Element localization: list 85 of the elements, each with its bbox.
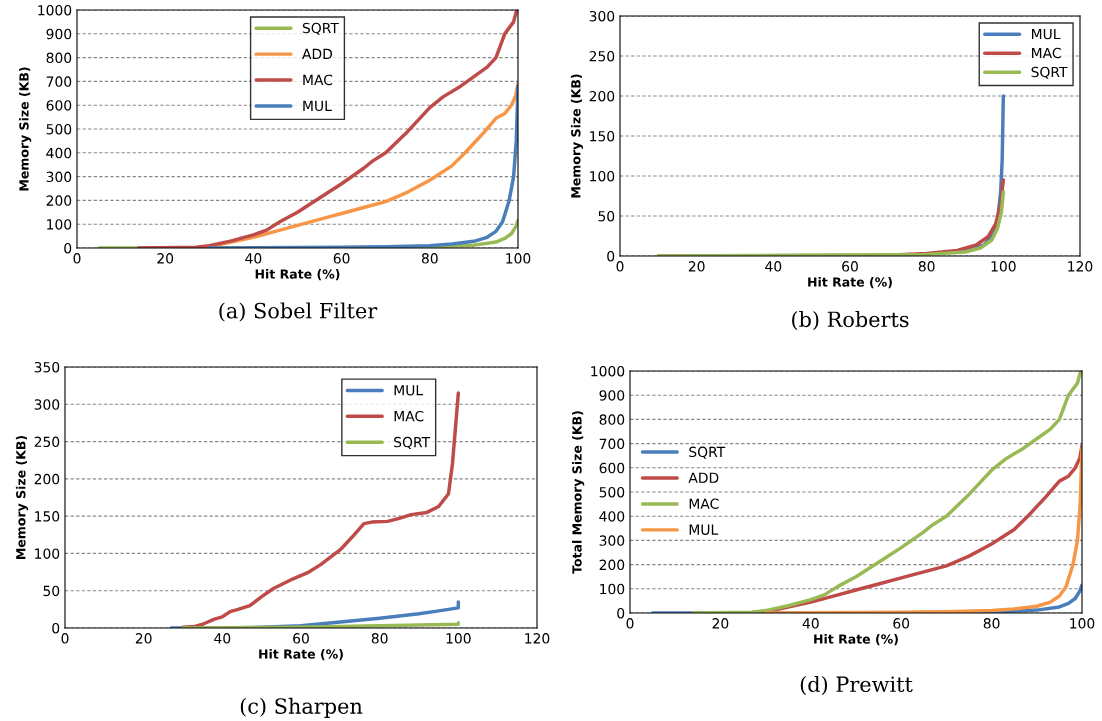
y-tick-label: 900 — [46, 28, 72, 40]
y-tick-label: 250 — [589, 50, 615, 62]
x-tick-label: 40 — [802, 618, 819, 629]
x-tick-label: 100 — [506, 253, 531, 264]
x-tick-label: 20 — [712, 618, 729, 629]
y-tick-label: 100 — [47, 219, 72, 230]
legend-label: MUL — [394, 385, 424, 396]
legend-label: MUL — [303, 100, 332, 112]
y-tick-label: 150 — [35, 511, 60, 522]
y-tick-label: 300 — [599, 535, 625, 546]
text: (a) Sobel Filter — [219, 302, 378, 322]
y-tick-label: 900 — [599, 390, 625, 401]
y-tick-label: 0 — [64, 242, 72, 254]
legend-label: ADD — [688, 472, 719, 483]
x-tick-label: 60 — [293, 633, 309, 644]
x-tick-label: 100 — [446, 633, 471, 644]
y-tick-label: 200 — [34, 473, 60, 485]
y-tick-label: 150 — [590, 130, 615, 142]
x-tick-label: 20 — [135, 633, 152, 644]
y-tick-label: 400 — [46, 147, 72, 159]
text: (c) Sharpen — [240, 697, 363, 718]
x-tick-label: 40 — [765, 261, 782, 272]
x-tick-label: 20 — [157, 253, 174, 264]
x-tick-label: 0 — [626, 618, 634, 629]
x-tick-label: 80 — [983, 618, 1000, 629]
y-axis-title: Memory Size (KB) — [15, 435, 29, 559]
legend-label: MUL — [689, 524, 719, 535]
text: (b) Roberts — [792, 311, 909, 331]
x-tick-label: 100 — [1070, 618, 1095, 629]
legend-label: ADD — [302, 48, 333, 59]
x-axis-title: Hit Rate (%) — [255, 269, 340, 281]
y-tick-label: 800 — [46, 52, 72, 64]
x-axis-title: Hit Rate (%) — [259, 649, 343, 661]
legend-label: MAC — [303, 74, 333, 86]
x-tick-label: 40 — [214, 633, 231, 644]
x-tick-label: 120 — [525, 633, 550, 644]
x-tick-label: 60 — [893, 618, 910, 629]
x-tick-label: 20 — [688, 261, 705, 272]
y-tick-label: 500 — [46, 123, 72, 135]
y-tick-label: 400 — [599, 511, 625, 522]
legend-label: MAC — [1031, 47, 1061, 59]
x-axis-title: Hit Rate (%) — [808, 277, 892, 289]
y-tick-label: 600 — [46, 100, 72, 111]
x-tick-label: 40 — [245, 253, 262, 264]
y-tick-label: 50 — [43, 585, 60, 597]
y-tick-label: 300 — [34, 399, 60, 410]
y-tick-label: 250 — [34, 436, 60, 448]
text: (d) Prewitt — [800, 675, 913, 696]
y-tick-label: 200 — [589, 90, 615, 102]
x-tick-label: 60 — [333, 253, 350, 264]
legend-label: MUL — [1031, 28, 1061, 40]
x-tick-label: 120 — [1068, 261, 1093, 272]
y-axis-title: Total Memory Size (KB) — [572, 411, 585, 574]
legend-label: MAC — [689, 498, 719, 509]
y-tick-label: 200 — [599, 559, 625, 571]
x-tick-label: 80 — [421, 253, 438, 264]
y-tick-label: 800 — [599, 414, 625, 425]
y-tick-label: 500 — [599, 486, 625, 498]
y-tick-label: 100 — [35, 548, 60, 559]
x-tick-label: 80 — [371, 633, 388, 644]
legend-label: SQRT — [394, 436, 431, 449]
y-tick-label: 300 — [589, 10, 615, 22]
y-axis-title: Memory Size (KB) — [19, 67, 32, 191]
legend-label: MAC — [394, 410, 424, 422]
x-tick-label: 100 — [991, 261, 1016, 272]
y-tick-label: 50 — [598, 210, 615, 222]
y-tick-label: 1000 — [591, 365, 625, 377]
y-axis-title: Memory Size (KB) — [570, 74, 584, 198]
x-tick-label: 60 — [842, 261, 858, 272]
legend-label: SQRT — [1031, 66, 1068, 79]
legend-label: SQRT — [302, 22, 339, 35]
x-axis-title: Hit Rate (%) — [814, 634, 898, 646]
y-tick-label: 100 — [590, 170, 615, 182]
y-tick-label: 100 — [600, 583, 625, 595]
y-tick-label: 300 — [46, 171, 72, 183]
legend-label: SQRT — [689, 446, 726, 459]
y-tick-label: 200 — [46, 195, 72, 206]
y-tick-label: 1000 — [38, 4, 72, 16]
y-tick-label: 600 — [599, 462, 625, 474]
y-tick-label: 700 — [599, 438, 625, 450]
x-tick-label: 0 — [73, 253, 81, 264]
y-tick-label: 350 — [34, 361, 60, 373]
y-tick-label: 700 — [46, 76, 72, 87]
x-tick-label: 80 — [918, 261, 935, 272]
y-tick-label: 0 — [617, 607, 625, 619]
